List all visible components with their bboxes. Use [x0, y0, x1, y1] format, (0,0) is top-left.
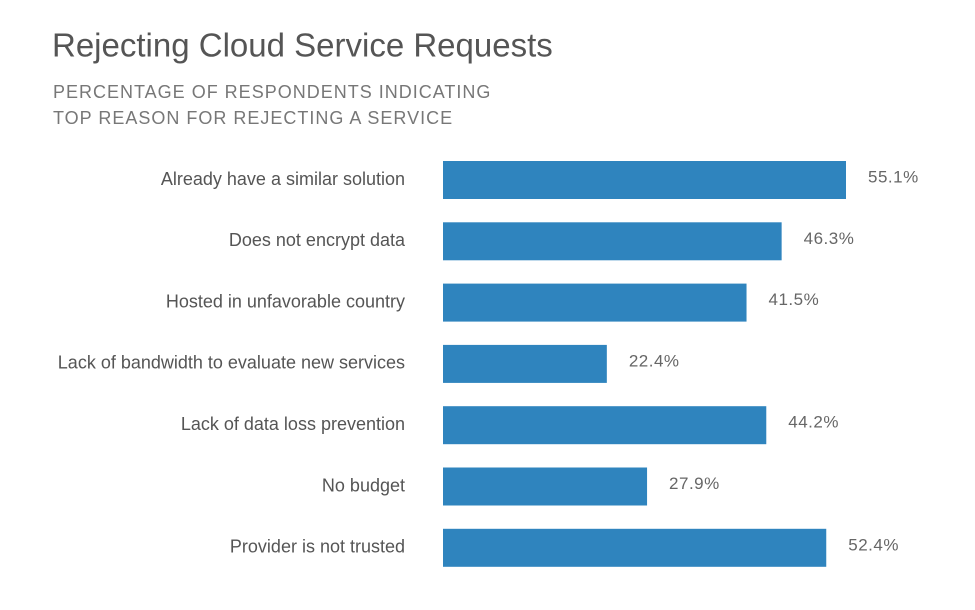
- bar: [443, 161, 846, 199]
- category-label: Hosted in unfavorable country: [166, 291, 405, 311]
- value-label: 22.4%: [629, 351, 680, 370]
- bar: [443, 344, 607, 383]
- chart-subtitle: PERCENTAGE OF RESPONDENTS INDICATING: [53, 82, 491, 102]
- bar: [443, 406, 767, 445]
- value-label: 52.4%: [848, 535, 899, 554]
- category-label: Does not encrypt data: [229, 230, 406, 250]
- value-label: 41.5%: [769, 290, 820, 309]
- value-label: 46.3%: [804, 229, 855, 248]
- category-label: Lack of bandwidth to evaluate new servic…: [58, 353, 405, 373]
- value-label: 55.1%: [868, 167, 919, 186]
- value-label: 27.9%: [669, 474, 720, 493]
- category-label: No budget: [322, 475, 405, 495]
- category-label: Lack of data loss prevention: [181, 414, 405, 434]
- chart-subtitle: TOP REASON FOR REJECTING A SERVICE: [53, 108, 453, 128]
- category-label: Already have a similar solution: [161, 169, 405, 189]
- category-label: Provider is not trusted: [230, 537, 405, 557]
- value-label: 44.2%: [788, 413, 839, 432]
- chart-title: Rejecting Cloud Service Requests: [52, 27, 553, 64]
- bar: [443, 467, 648, 506]
- bar: [443, 222, 782, 261]
- bar: [443, 528, 827, 567]
- bar: [443, 283, 747, 322]
